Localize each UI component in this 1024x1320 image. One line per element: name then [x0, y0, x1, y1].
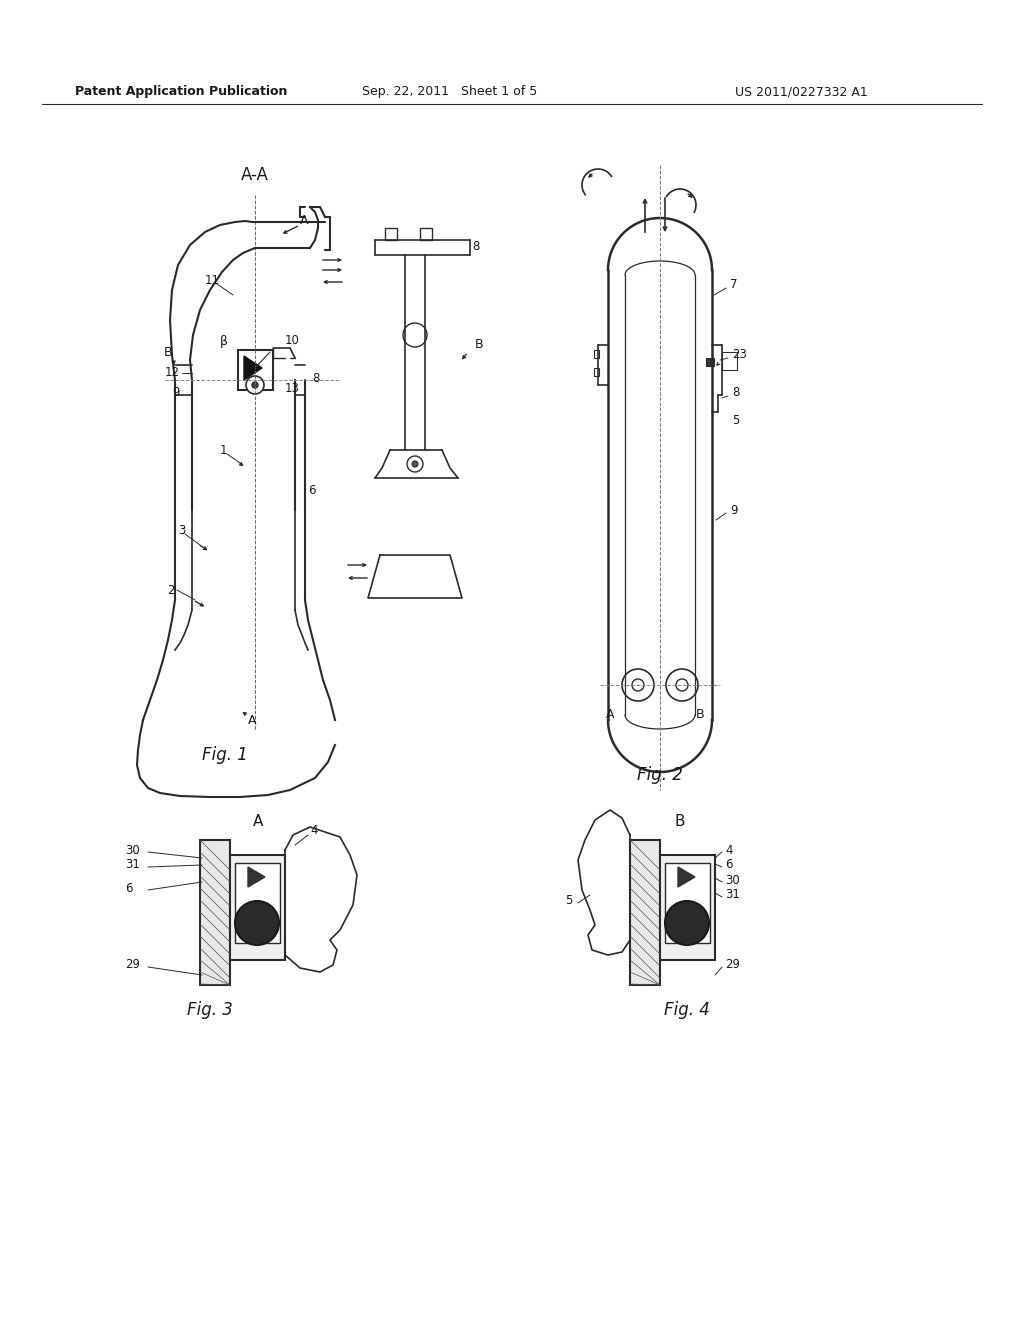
Text: 29: 29	[125, 958, 140, 972]
Bar	[665, 863, 710, 942]
Circle shape	[252, 381, 258, 388]
Text: 7: 7	[730, 279, 737, 292]
Bar	[238, 350, 273, 389]
Bar	[420, 228, 432, 240]
Text: Fig. 1: Fig. 1	[202, 746, 248, 764]
Text: 3: 3	[178, 524, 185, 536]
Text: 31: 31	[725, 888, 740, 902]
Text: 11: 11	[205, 273, 220, 286]
Text: 8: 8	[312, 371, 319, 384]
Text: A: A	[248, 714, 256, 726]
Text: 2: 2	[168, 583, 175, 597]
Text: Sep. 22, 2011   Sheet 1 of 5: Sep. 22, 2011 Sheet 1 of 5	[362, 86, 538, 99]
Text: Fig. 3: Fig. 3	[187, 1001, 232, 1019]
Text: A: A	[606, 709, 614, 722]
Bar	[594, 350, 599, 358]
Text: 8: 8	[472, 240, 479, 253]
Text: A-A: A-A	[241, 166, 269, 183]
Text: 5: 5	[565, 894, 572, 907]
Bar	[234, 863, 280, 942]
Text: 10: 10	[285, 334, 300, 346]
Text: B: B	[695, 709, 705, 722]
Polygon shape	[248, 867, 265, 887]
Text: 4: 4	[725, 843, 732, 857]
Circle shape	[665, 902, 709, 945]
Bar	[722, 352, 737, 370]
Text: 6: 6	[308, 483, 315, 496]
Text: Fig. 4: Fig. 4	[664, 1001, 710, 1019]
Bar	[230, 855, 285, 960]
Text: US 2011/0227332 A1: US 2011/0227332 A1	[735, 86, 867, 99]
Text: Fig. 2: Fig. 2	[637, 766, 683, 784]
Bar	[594, 368, 599, 376]
Text: Patent Application Publication: Patent Application Publication	[75, 86, 288, 99]
Text: 9: 9	[172, 385, 180, 399]
Text: A: A	[300, 214, 308, 227]
Text: 30: 30	[725, 874, 739, 887]
Bar	[660, 855, 715, 960]
Text: 5: 5	[732, 413, 739, 426]
Text: 9: 9	[730, 503, 737, 516]
Text: 6: 6	[125, 882, 132, 895]
Text: 8: 8	[732, 387, 739, 400]
Bar	[630, 840, 660, 985]
Bar	[706, 358, 714, 366]
Circle shape	[676, 678, 688, 690]
Circle shape	[632, 678, 644, 690]
Text: 13: 13	[285, 381, 300, 395]
Text: 12: 12	[165, 367, 180, 380]
Text: B: B	[475, 338, 483, 351]
Bar	[385, 228, 397, 240]
Text: 4: 4	[310, 824, 317, 837]
Text: 23: 23	[732, 348, 746, 362]
Circle shape	[234, 902, 279, 945]
Text: B: B	[675, 814, 685, 829]
Text: β: β	[220, 335, 228, 348]
Text: A: A	[253, 814, 263, 829]
Text: 29: 29	[725, 958, 740, 972]
Text: 6: 6	[725, 858, 732, 871]
Polygon shape	[244, 356, 262, 380]
Circle shape	[246, 376, 264, 393]
Text: B: B	[164, 346, 172, 359]
Polygon shape	[678, 867, 695, 887]
Text: 31: 31	[125, 858, 140, 871]
Circle shape	[412, 461, 418, 467]
Bar	[200, 840, 230, 985]
Text: 30: 30	[125, 843, 139, 857]
Text: 1: 1	[220, 444, 227, 457]
